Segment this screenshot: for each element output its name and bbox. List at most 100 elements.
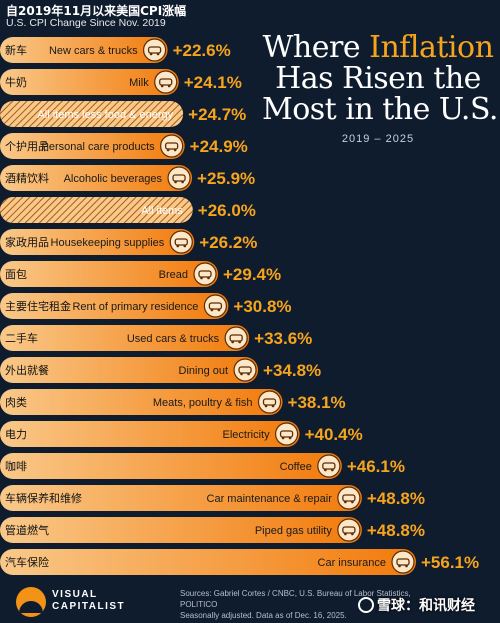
title-line-2: Has Risen the <box>275 61 481 96</box>
milk-carton-icon <box>154 70 178 94</box>
watermark: 雪球：和讯财经 <box>358 595 475 615</box>
bar <box>0 325 250 351</box>
car-icon <box>224 326 248 350</box>
category-label: Electricity <box>223 429 271 441</box>
takeout-box-icon <box>233 358 257 382</box>
value-label: +34.8% <box>263 361 321 380</box>
value-label: +33.6% <box>254 329 312 348</box>
bar-row: Milk 牛奶 +24.1% <box>0 69 242 95</box>
spray-bottle-icon <box>169 230 193 254</box>
category-label-cn: 酒精饮料 <box>5 171 49 185</box>
category-label-cn: 二手车 <box>5 331 38 345</box>
lightning-icon <box>274 422 299 446</box>
value-label: +24.7% <box>188 105 246 124</box>
title-years: 2019 – 2025 <box>341 133 415 145</box>
bar-row: Coffee 咖啡 +46.1% <box>0 453 405 479</box>
category-label: Piped gas utility <box>255 525 333 537</box>
bar <box>0 133 185 159</box>
cn-chart-title: 自2019年11月以来美国CPI涨幅 <box>6 4 187 18</box>
category-label-cn: 外出就餐 <box>5 363 49 377</box>
wrench-icon <box>337 486 361 510</box>
category-label: Car insurance <box>318 557 386 569</box>
category-label: Dining out <box>179 365 229 377</box>
category-label: Bread <box>159 269 188 281</box>
bar-row: Piped gas utility 管道燃气 +48.8% <box>0 517 425 543</box>
category-label: Personal care products <box>42 141 156 153</box>
bar <box>0 165 193 191</box>
category-label-cn: 牛奶 <box>5 75 27 89</box>
value-label: +22.6% <box>173 41 231 60</box>
bar <box>0 293 229 319</box>
bar-row: Car maintenance & repair 车辆保养和维修 +48.8% <box>0 485 425 511</box>
car-icon <box>142 38 167 62</box>
bar-row: Meats, poultry & fish 肉类 +38.1% <box>0 389 346 415</box>
bread-icon <box>193 262 217 286</box>
bar <box>0 357 259 383</box>
bar <box>0 229 195 255</box>
header-bar: 自2019年11月以来美国CPI涨幅 U.S. CPI Change Since… <box>0 0 500 32</box>
title-line-1: Where Inflation <box>262 30 494 65</box>
value-label: +46.1% <box>347 457 405 476</box>
category-label: All items <box>141 205 183 217</box>
category-label: Housekeeping supplies <box>51 237 165 249</box>
car-crash-icon <box>391 550 415 574</box>
bar-row: Electricity 电力 +40.4% <box>0 421 363 447</box>
coffee-cup-icon <box>317 454 341 478</box>
category-label: All items less food & energy <box>37 109 173 121</box>
bar <box>0 549 416 575</box>
category-label-cn: 电力 <box>5 428 27 441</box>
bar-row: Used cars & trucks 二手车 +33.6% <box>0 325 312 351</box>
category-label: Rent of primary residence <box>72 301 198 313</box>
bar <box>0 485 362 511</box>
bar <box>0 69 179 95</box>
steak-icon <box>257 390 282 414</box>
value-label: +38.1% <box>288 393 346 412</box>
category-label: Meats, poultry & fish <box>153 397 253 409</box>
value-label: +26.2% <box>199 233 257 252</box>
footer: VISUAL CAPITALIST Sources: Gabriel Corte… <box>0 580 500 623</box>
category-label-cn: 个护用品 <box>5 139 49 153</box>
value-label: +24.1% <box>184 73 242 92</box>
logo-wordmark: VISUAL CAPITALIST <box>52 589 126 612</box>
bar <box>0 101 184 127</box>
bar <box>0 261 219 287</box>
chart-title: Where Inflation Has Risen the Most in th… <box>262 30 498 145</box>
chart-subtitle: U.S. CPI Change Since Nov. 2019 <box>6 17 166 29</box>
value-label: +30.8% <box>233 297 291 316</box>
bar <box>0 197 193 223</box>
value-label: +40.4% <box>305 425 363 444</box>
value-label: +48.8% <box>367 489 425 508</box>
category-label-cn: 管道燃气 <box>5 523 49 537</box>
snowball-logo-icon <box>358 597 374 613</box>
value-label: +48.8% <box>367 521 425 540</box>
house-icon <box>203 294 227 318</box>
gas-meter-icon <box>337 518 361 542</box>
bar <box>0 37 168 63</box>
category-label: Coffee <box>280 461 312 473</box>
beer-mug-icon <box>167 166 191 190</box>
category-label-cn: 主要住宅租金 <box>5 299 71 313</box>
title-line-3: Most in the U.S. <box>262 92 498 127</box>
value-label: +24.9% <box>190 137 248 156</box>
category-label-cn: 家政用品 <box>5 235 49 249</box>
bar <box>0 517 362 543</box>
sources-note: Sources: Gabriel Cortes / CNBC, U.S. Bur… <box>180 589 411 620</box>
value-label: +25.9% <box>197 169 255 188</box>
bar-chart: New cars & trucks 新车 +22.6% Milk 牛奶 +24.1% All… <box>0 37 479 575</box>
value-label: +29.4% <box>223 265 281 284</box>
value-label: +56.1% <box>421 553 479 572</box>
category-label-cn: 咖啡 <box>5 459 27 473</box>
bar-row: All items +26.0% <box>0 197 256 223</box>
category-label: Car maintenance & repair <box>207 493 333 505</box>
bar-row: Car insurance 汽车保险 +56.1% <box>0 549 479 575</box>
category-label: Used cars & trucks <box>127 333 220 345</box>
category-label: New cars & trucks <box>49 45 138 57</box>
bar-row: Alcoholic beverages 酒精饮料 +25.9% <box>0 165 255 191</box>
category-label-cn: 面包 <box>5 268 27 281</box>
bar <box>0 389 283 415</box>
bar <box>0 421 300 447</box>
bar-row: Bread 面包 +29.4% <box>0 261 281 287</box>
category-label-cn: 车辆保养和维修 <box>5 491 82 505</box>
category-label-cn: 汽车保险 <box>5 555 49 569</box>
